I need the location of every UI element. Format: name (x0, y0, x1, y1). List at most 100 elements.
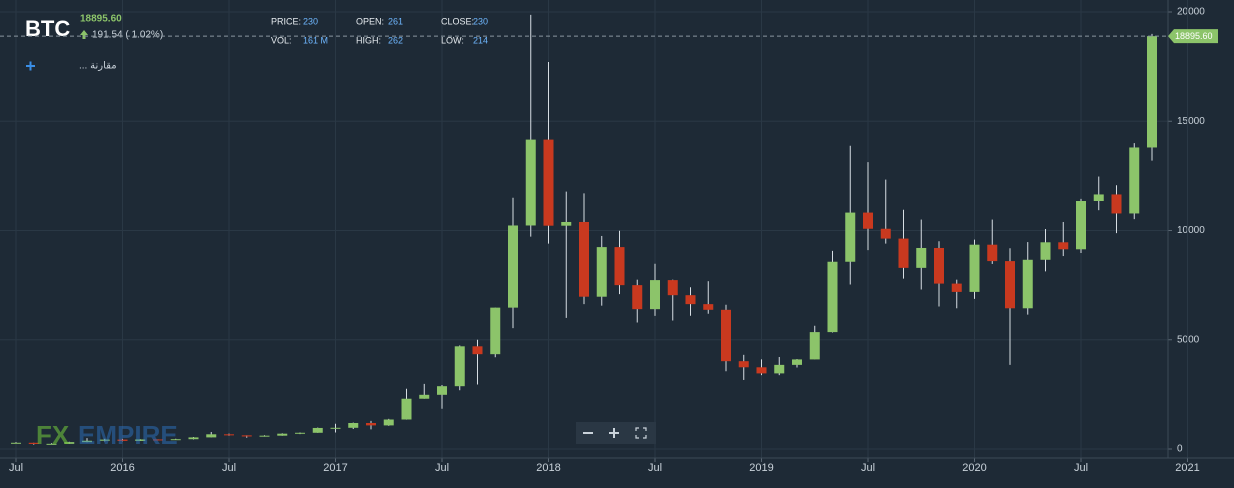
watermark-prefix: FX (36, 420, 70, 450)
header-change: 191.54 ( 1.02%) (92, 30, 163, 41)
candle-body (330, 427, 341, 429)
candle-body (685, 295, 696, 305)
stat-value: 161 M (303, 35, 328, 45)
stat-label: HIGH: (356, 35, 381, 45)
grid: 0 5000 10000 15000 20000 Jul 2016 Jul 2017 Jul 201… (0, 0, 1205, 474)
candle-body (170, 439, 181, 441)
last-price-tag (1168, 29, 1218, 44)
candle-body (987, 244, 998, 262)
candle-body (383, 419, 394, 426)
stat-value: 261 (388, 16, 403, 26)
candle-body (916, 247, 927, 268)
candle-body (117, 439, 128, 441)
candle-body (898, 238, 909, 268)
stat-value: 262 (388, 35, 403, 45)
stat-label: LOW: (441, 35, 464, 45)
x-tick-label: 2021 (1175, 462, 1199, 474)
candle-body (11, 442, 21, 444)
y-tick-label: 10000 (1177, 225, 1205, 236)
candle-body (1111, 194, 1122, 214)
candle-body (667, 280, 678, 296)
candle-body (1129, 147, 1140, 214)
y-tick-label: 15000 (1177, 116, 1205, 127)
candle-body (224, 434, 234, 436)
candle-body (472, 346, 483, 355)
candle-body (295, 432, 305, 434)
candle-body (792, 359, 802, 365)
candle-body (99, 439, 110, 441)
candle-body (721, 309, 731, 362)
x-tick-label: 2016 (110, 462, 134, 474)
candle-body (1022, 259, 1033, 309)
candle-body (951, 283, 962, 292)
candle-body (419, 394, 430, 399)
candle-body (508, 225, 518, 308)
candle-body (28, 442, 39, 444)
plus-icon (26, 61, 35, 71)
candle-body (46, 443, 57, 445)
candle-body (809, 332, 820, 360)
candle-body (561, 221, 572, 226)
y-tick-label: 5000 (1177, 334, 1200, 345)
candle-body (969, 244, 980, 292)
x-tick-label: 2019 (749, 462, 773, 474)
candle-body (259, 435, 270, 437)
candle-body (1076, 201, 1086, 250)
candle-body (579, 221, 589, 297)
stat-label: PRICE: (271, 16, 301, 26)
stat-value: 230 (473, 16, 488, 26)
candle-body (845, 212, 856, 262)
candle-body (756, 367, 767, 374)
x-tick-label: Jul (861, 462, 875, 474)
last-price-label: 18895.60 (1175, 31, 1213, 41)
zoom-in[interactable] (609, 428, 619, 438)
candle-body (1040, 242, 1051, 260)
candle-body (880, 228, 891, 239)
candle-body (82, 440, 92, 443)
compare-label[interactable]: مقارنة ... (79, 61, 117, 72)
candle-body (703, 304, 714, 310)
header-price: 18895.60 (80, 14, 122, 25)
candle-body (525, 139, 536, 226)
candle-body (153, 439, 163, 441)
stat-value: 214 (473, 35, 488, 45)
stat-label: CLOSE: (441, 16, 474, 26)
x-tick-label: Jul (1074, 462, 1088, 474)
compare-button[interactable]: مقارنة ... (26, 61, 117, 72)
candle-body (596, 247, 607, 297)
x-tick-label: 2018 (536, 462, 560, 474)
x-tick-label: Jul (222, 462, 236, 474)
watermark-suffix: EMPIRE (78, 420, 178, 450)
x-tick-label: Jul (648, 462, 662, 474)
candle-body (632, 285, 643, 310)
candle-body (135, 439, 146, 441)
candles (11, 14, 1157, 445)
symbol: BTC (25, 16, 70, 41)
candle-body (437, 386, 447, 395)
candle-body (206, 434, 217, 438)
candle-body (1147, 36, 1157, 148)
candle-body (650, 280, 660, 310)
candle-body (863, 212, 873, 229)
candle-body (366, 422, 376, 426)
candle-body (934, 247, 944, 284)
stat-label: VOL: (271, 35, 292, 45)
candle-body (348, 422, 359, 428)
stat-label: OPEN: (356, 16, 384, 26)
fullscreen[interactable] (635, 427, 647, 439)
x-tick-label: Jul (9, 462, 23, 474)
candle-body (454, 346, 465, 387)
candle-body (738, 361, 749, 368)
candle-body (241, 435, 252, 437)
candle-body (1058, 242, 1069, 250)
stat-value: 230 (303, 16, 318, 26)
candle-body (827, 261, 838, 333)
x-tick-label: 2020 (962, 462, 986, 474)
candle-body (614, 247, 625, 286)
x-tick-label: 2017 (323, 462, 347, 474)
candle-body (312, 427, 323, 433)
candle-body (1005, 261, 1015, 309)
